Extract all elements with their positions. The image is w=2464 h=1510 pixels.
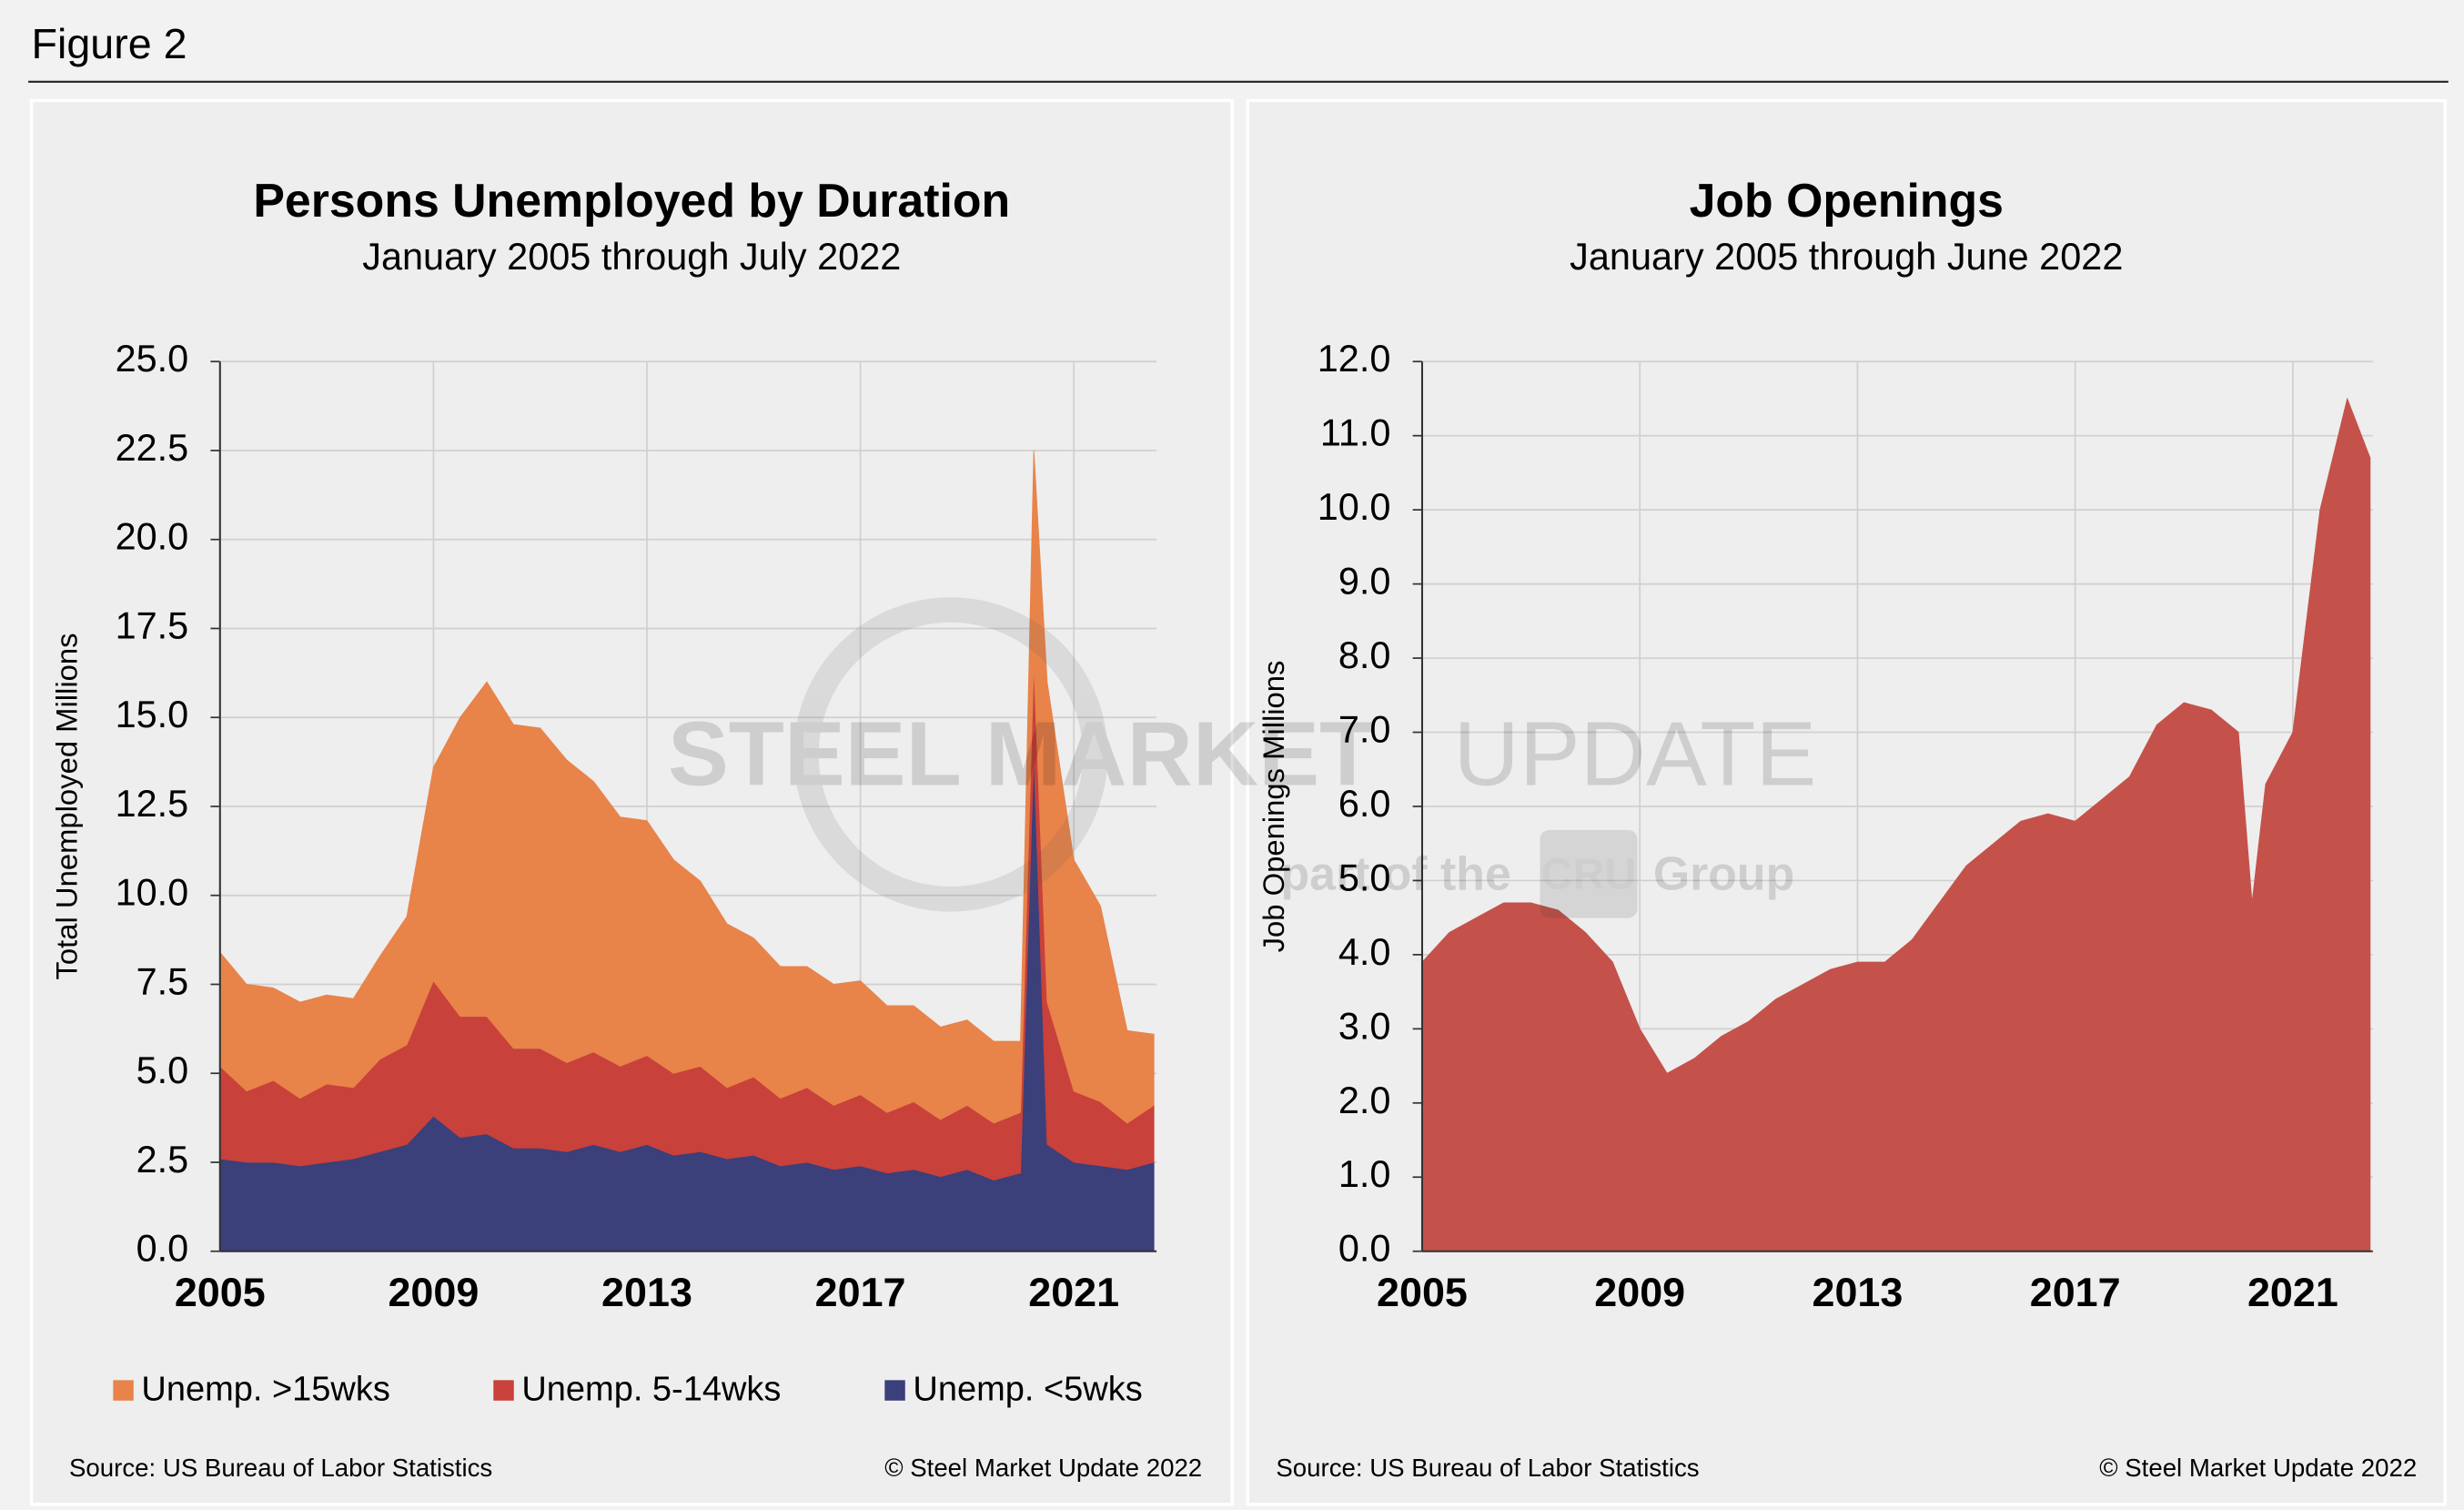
- watermark-logo: [793, 597, 1108, 912]
- y-tick-label: 7.5: [136, 959, 189, 1002]
- panel: [1246, 98, 2448, 1506]
- y-tick-label: 2.0: [1338, 1079, 1391, 1121]
- y-axis-label: Job Openings Millions: [1257, 661, 1290, 953]
- watermark-text: CRU: [1541, 849, 1637, 898]
- copyright: © Steel Market Update 2022: [884, 1454, 1202, 1482]
- y-tick-label: 10.0: [116, 871, 189, 914]
- y-tick-label: 4.0: [1338, 930, 1391, 973]
- chart-subtitle: January 2005 through July 2022: [362, 235, 901, 278]
- figure-title: Figure 2: [32, 20, 187, 67]
- y-tick-label: 12.0: [1318, 337, 1391, 380]
- x-tick-label: 2021: [1028, 1269, 1119, 1315]
- x-tick-label: 2009: [388, 1269, 479, 1315]
- copyright: © Steel Market Update 2022: [2099, 1454, 2417, 1482]
- y-tick-label: 0.0: [1338, 1227, 1391, 1270]
- y-tick-label: 12.5: [116, 782, 189, 825]
- legend-swatch: [493, 1380, 514, 1401]
- x-tick-label: 2013: [601, 1269, 692, 1315]
- source: Source: US Bureau of Labor Statistics: [69, 1454, 492, 1482]
- y-tick-label: 0.0: [136, 1227, 189, 1270]
- x-tick-label: 2009: [1594, 1269, 1685, 1315]
- y-tick-label: 7.0: [1338, 707, 1391, 750]
- y-tick-label: 6.0: [1338, 782, 1391, 825]
- watermark-text: part of the: [1281, 846, 1511, 899]
- chart-title: Persons Unemployed by Duration: [253, 174, 1010, 227]
- x-tick-label: 2021: [2247, 1269, 2338, 1315]
- x-tick-label: 2017: [2030, 1269, 2121, 1315]
- chart-subtitle: January 2005 through June 2022: [1570, 235, 2123, 278]
- x-tick-label: 2017: [815, 1269, 906, 1315]
- watermark-text: Group: [1653, 846, 1794, 899]
- x-tick-label: 2005: [175, 1269, 266, 1315]
- y-tick-label: 2.5: [136, 1138, 189, 1181]
- watermark-text: STEEL MARKET: [668, 703, 1375, 805]
- legend-swatch: [113, 1380, 134, 1401]
- watermark: STEEL MARKET UPDATE part of the CRU Grou…: [668, 597, 1817, 918]
- y-tick-label: 17.5: [116, 603, 189, 646]
- y-tick-label: 25.0: [116, 337, 189, 380]
- y-tick-label: 9.0: [1338, 560, 1391, 603]
- y-tick-label: 10.0: [1318, 485, 1391, 528]
- legend-label: Unemp. >15wks: [141, 1370, 389, 1408]
- watermark-logo: [1540, 829, 1638, 918]
- y-tick-label: 5.0: [1338, 856, 1391, 898]
- y-tick-label: 20.0: [116, 515, 189, 558]
- source: Source: US Bureau of Labor Statistics: [1276, 1454, 1699, 1482]
- x-tick-label: 2005: [1377, 1269, 1468, 1315]
- chart-title: Job Openings: [1690, 174, 2004, 227]
- y-tick-label: 11.0: [1320, 411, 1391, 454]
- legend-label: Unemp. <5wks: [913, 1370, 1142, 1408]
- y-tick-label: 3.0: [1338, 1004, 1391, 1047]
- legend-swatch: [884, 1380, 905, 1401]
- legend-label: Unemp. 5-14wks: [521, 1370, 781, 1408]
- area: [219, 450, 1155, 1124]
- y-tick-label: 1.0: [1338, 1152, 1391, 1195]
- watermark-text: UPDATE: [1454, 703, 1817, 805]
- y-tick-label: 8.0: [1338, 633, 1391, 676]
- y-axis-label: Total Unemployed Millions: [50, 633, 84, 979]
- y-tick-label: 5.0: [136, 1049, 189, 1091]
- y-tick-label: 15.0: [116, 693, 189, 735]
- x-tick-label: 2013: [1813, 1269, 1904, 1315]
- y-tick-label: 22.5: [116, 426, 189, 469]
